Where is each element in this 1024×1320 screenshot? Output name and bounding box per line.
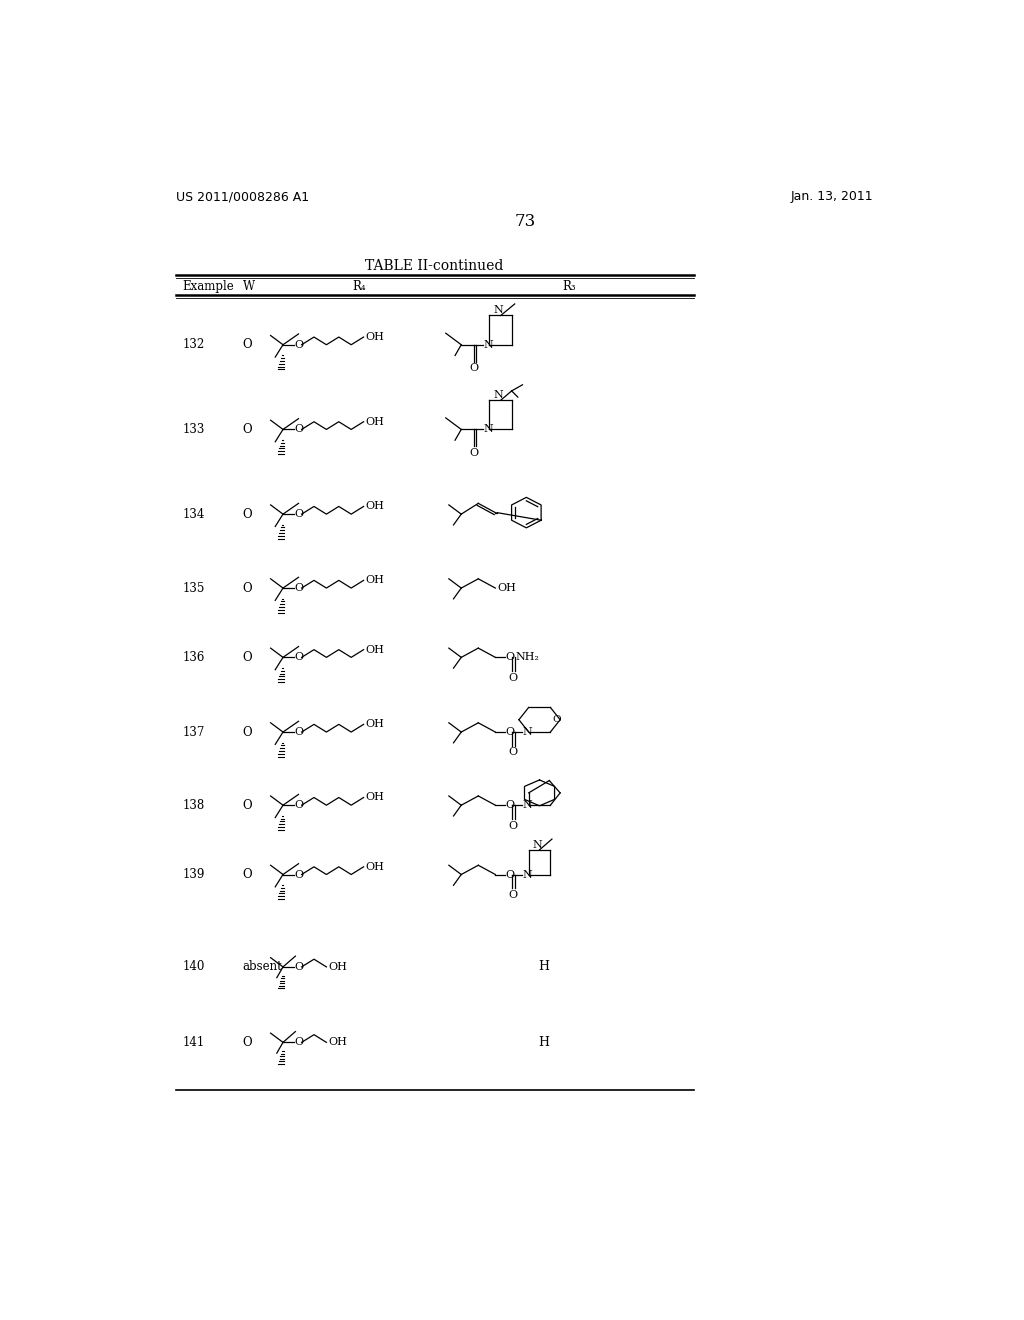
Text: N: N: [522, 727, 532, 737]
Text: N: N: [483, 425, 494, 434]
Text: OH: OH: [366, 862, 384, 871]
Text: O: O: [295, 583, 304, 593]
Text: 137: 137: [182, 726, 205, 739]
Text: O: O: [295, 652, 304, 663]
Text: OH: OH: [366, 792, 384, 803]
Text: N: N: [494, 305, 504, 315]
Text: O: O: [506, 727, 514, 737]
Text: O: O: [243, 869, 252, 880]
Text: 141: 141: [182, 1036, 205, 1049]
Text: N: N: [522, 870, 532, 879]
Text: 73: 73: [514, 213, 536, 230]
Text: O: O: [243, 651, 252, 664]
Text: O: O: [295, 1038, 304, 1047]
Text: O: O: [509, 821, 518, 830]
Text: OH: OH: [366, 417, 384, 426]
Text: NH₂: NH₂: [515, 652, 540, 663]
Text: 135: 135: [182, 582, 205, 594]
Text: O: O: [470, 363, 479, 374]
Text: O: O: [506, 800, 514, 810]
Text: O: O: [243, 726, 252, 739]
Text: N: N: [494, 391, 504, 400]
Text: O: O: [295, 962, 304, 972]
Text: O: O: [243, 422, 252, 436]
Text: O: O: [506, 870, 514, 879]
Text: 133: 133: [182, 422, 205, 436]
Text: O: O: [243, 582, 252, 594]
Text: N: N: [522, 800, 532, 810]
Text: O: O: [506, 652, 514, 663]
Text: OH: OH: [328, 962, 347, 972]
Text: O: O: [243, 799, 252, 812]
Text: 139: 139: [182, 869, 205, 880]
Text: O: O: [243, 1036, 252, 1049]
Text: OH: OH: [366, 719, 384, 730]
Text: O: O: [295, 425, 304, 434]
Text: N: N: [532, 840, 542, 850]
Text: O: O: [509, 673, 518, 682]
Text: OH: OH: [366, 333, 384, 342]
Text: O: O: [295, 870, 304, 879]
Text: TABLE II-continued: TABLE II-continued: [365, 259, 504, 273]
Text: Example: Example: [182, 280, 234, 293]
Text: OH: OH: [366, 644, 384, 655]
Text: H: H: [539, 961, 550, 973]
Text: OH: OH: [366, 576, 384, 585]
Text: O: O: [509, 890, 518, 900]
Text: W: W: [243, 280, 255, 293]
Text: 132: 132: [182, 338, 205, 351]
Text: O: O: [295, 800, 304, 810]
Text: O: O: [243, 338, 252, 351]
Text: H: H: [539, 1036, 550, 1049]
Text: US 2011/0008286 A1: US 2011/0008286 A1: [176, 190, 309, 203]
Text: 136: 136: [182, 651, 205, 664]
Text: R₃: R₃: [562, 280, 575, 293]
Text: Jan. 13, 2011: Jan. 13, 2011: [791, 190, 873, 203]
Text: O: O: [243, 508, 252, 520]
Text: O: O: [470, 447, 479, 458]
Text: O: O: [295, 339, 304, 350]
Text: O: O: [295, 510, 304, 519]
Text: O: O: [295, 727, 304, 737]
Text: 134: 134: [182, 508, 205, 520]
Text: OH: OH: [366, 502, 384, 511]
Text: O: O: [552, 715, 560, 725]
Text: OH: OH: [328, 1038, 347, 1047]
Text: R₄: R₄: [352, 280, 367, 293]
Text: absent: absent: [243, 961, 283, 973]
Text: 140: 140: [182, 961, 205, 973]
Text: OH: OH: [497, 583, 516, 593]
Text: 138: 138: [182, 799, 205, 812]
Text: O: O: [509, 747, 518, 758]
Text: N: N: [483, 339, 494, 350]
